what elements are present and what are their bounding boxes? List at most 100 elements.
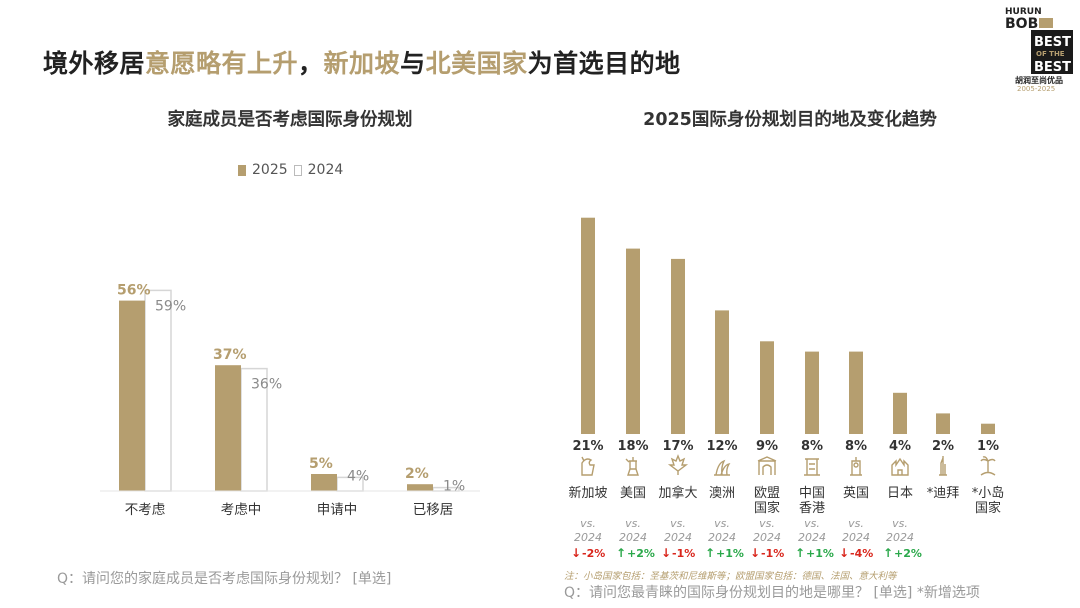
data-label-2024: 59% <box>155 298 186 314</box>
vs-year-label: 2024 <box>798 531 826 544</box>
right-question: Q：请问您最青睐的国际身份规划目的地是哪里？ [单选] *新增选项 <box>564 585 980 601</box>
vs-label: vs. <box>804 517 820 530</box>
bar-2025 <box>407 484 433 491</box>
bar-2025 <box>119 300 145 491</box>
data-label: 21% <box>572 439 603 454</box>
vs-label: vs. <box>714 517 730 530</box>
data-label: 9% <box>756 439 778 454</box>
page-title: 境外移居意愿略有上升，新加坡与北美国家为首选目的地 <box>43 44 681 80</box>
arrow-up-icon: ↑ <box>705 546 715 560</box>
palm-island-icon <box>980 456 996 476</box>
category-label: 考虑中 <box>221 502 262 518</box>
data-label-2025: 37% <box>213 347 247 363</box>
vs-year-label: 2024 <box>664 531 692 544</box>
icon-path <box>850 457 862 476</box>
change-value: +2% <box>627 547 655 560</box>
change-value: +2% <box>894 547 922 560</box>
category-label: 国家 <box>754 500 780 516</box>
icon-path <box>581 456 595 476</box>
title-part: 为首选目的地 <box>527 49 681 78</box>
bar-2025 <box>715 310 729 434</box>
category-label: 申请中 <box>317 502 358 518</box>
left-bar-chart: 56%59% 不考虑 37%36% 考虑中 5% 4% 申请中 2% 1% 已移居 <box>100 283 480 518</box>
data-label-2025: 2% <box>405 466 429 482</box>
legend-label-2025: 2025 <box>252 162 288 178</box>
arrow-down-icon: ↓ <box>661 546 671 560</box>
arrow-up-icon: ↑ <box>795 546 805 560</box>
arrow-down-icon: ↓ <box>571 546 581 560</box>
bar-2024 <box>144 289 172 492</box>
category-label: 澳洲 <box>709 485 735 501</box>
vs-label: vs. <box>580 517 596 530</box>
hurun-best-of-the-best-logo: HURUN BOB BEST OF THE BEST 胡润至尚优品 2005-2… <box>1005 7 1073 92</box>
vs-year-label: 2024 <box>842 531 870 544</box>
data-label-2024: 1% <box>443 479 465 495</box>
data-label: 8% <box>801 439 823 454</box>
data-label: 1% <box>977 439 999 454</box>
category-label: 中国 <box>799 486 825 501</box>
right-note: 注：小岛国家包括：圣基茨和尼维斯等；欧盟国家包括：德国、法国、意大利等 <box>564 571 897 582</box>
title-part: 境外移居 <box>43 49 146 78</box>
bar-2025 <box>981 423 995 434</box>
category-label: 英国 <box>843 486 869 501</box>
svg-text:胡润至尚优品: 胡润至尚优品 <box>1015 75 1063 85</box>
vs-label: vs. <box>892 517 908 530</box>
svg-text:2005-2025: 2005-2025 <box>1017 85 1055 92</box>
vs-label: vs. <box>759 517 775 530</box>
data-label-2024: 4% <box>347 468 369 484</box>
bar-2025 <box>626 248 640 434</box>
category-label: 欧盟 <box>754 486 780 501</box>
bar-2025 <box>805 351 819 434</box>
title-part: 与 <box>400 49 426 78</box>
svg-text:BEST: BEST <box>1034 35 1071 50</box>
bar-2025 <box>849 351 863 434</box>
vs-label: vs. <box>625 517 641 530</box>
svg-text:HURUN: HURUN <box>1005 7 1042 17</box>
category-label: *迪拜 <box>927 486 960 501</box>
vs-year-label: 2024 <box>619 531 647 544</box>
category-label: 国家 <box>975 500 1001 516</box>
vs-year-label: 2024 <box>753 531 781 544</box>
maple-leaf-icon <box>667 454 689 475</box>
bar-2025 <box>760 341 774 434</box>
change-value: -1% <box>761 547 784 560</box>
data-label-2024: 36% <box>251 377 282 393</box>
data-label-2025: 56% <box>117 283 151 299</box>
arrow-up-icon: ↑ <box>616 546 626 560</box>
data-label: 18% <box>617 439 648 454</box>
bar-2025 <box>671 258 685 434</box>
category-label: 美国 <box>620 486 646 501</box>
left-question: Q：请问您的家庭成员是否考虑国际身份规划？ [单选] <box>57 571 392 587</box>
bar-2025 <box>893 392 907 434</box>
category-label: 新加坡 <box>568 485 607 501</box>
svg-text:BEST: BEST <box>1034 60 1071 75</box>
title-part: 北美国家 <box>425 49 528 78</box>
arrow-down-icon: ↓ <box>839 546 849 560</box>
liberty-icon <box>625 457 639 476</box>
vs-year-label: 2024 <box>708 531 736 544</box>
burj-icon <box>939 456 947 476</box>
change-value: -1% <box>672 547 695 560</box>
data-label-2025: 5% <box>309 456 333 472</box>
big-ben-icon <box>850 457 862 476</box>
data-label: 2% <box>932 439 954 454</box>
icon-path <box>667 454 689 475</box>
arrow-down-icon: ↓ <box>750 546 760 560</box>
bar-2025 <box>581 217 595 434</box>
change-value: -2% <box>582 547 605 560</box>
title-part: 意愿略有上升 <box>145 49 299 78</box>
arch-icon <box>757 456 777 475</box>
change-value: +1% <box>716 547 744 560</box>
icon-path <box>757 456 777 475</box>
category-label: 加拿大 <box>658 485 697 501</box>
legend-swatch-2024 <box>293 164 302 176</box>
data-label: 12% <box>706 439 737 454</box>
data-label: 8% <box>845 439 867 454</box>
data-label: 17% <box>662 439 693 454</box>
opera-house-icon <box>714 459 731 476</box>
icon-path <box>714 459 731 476</box>
merlion-icon <box>581 456 595 476</box>
arrow-up-icon: ↑ <box>883 546 893 560</box>
icon-path <box>804 458 820 476</box>
